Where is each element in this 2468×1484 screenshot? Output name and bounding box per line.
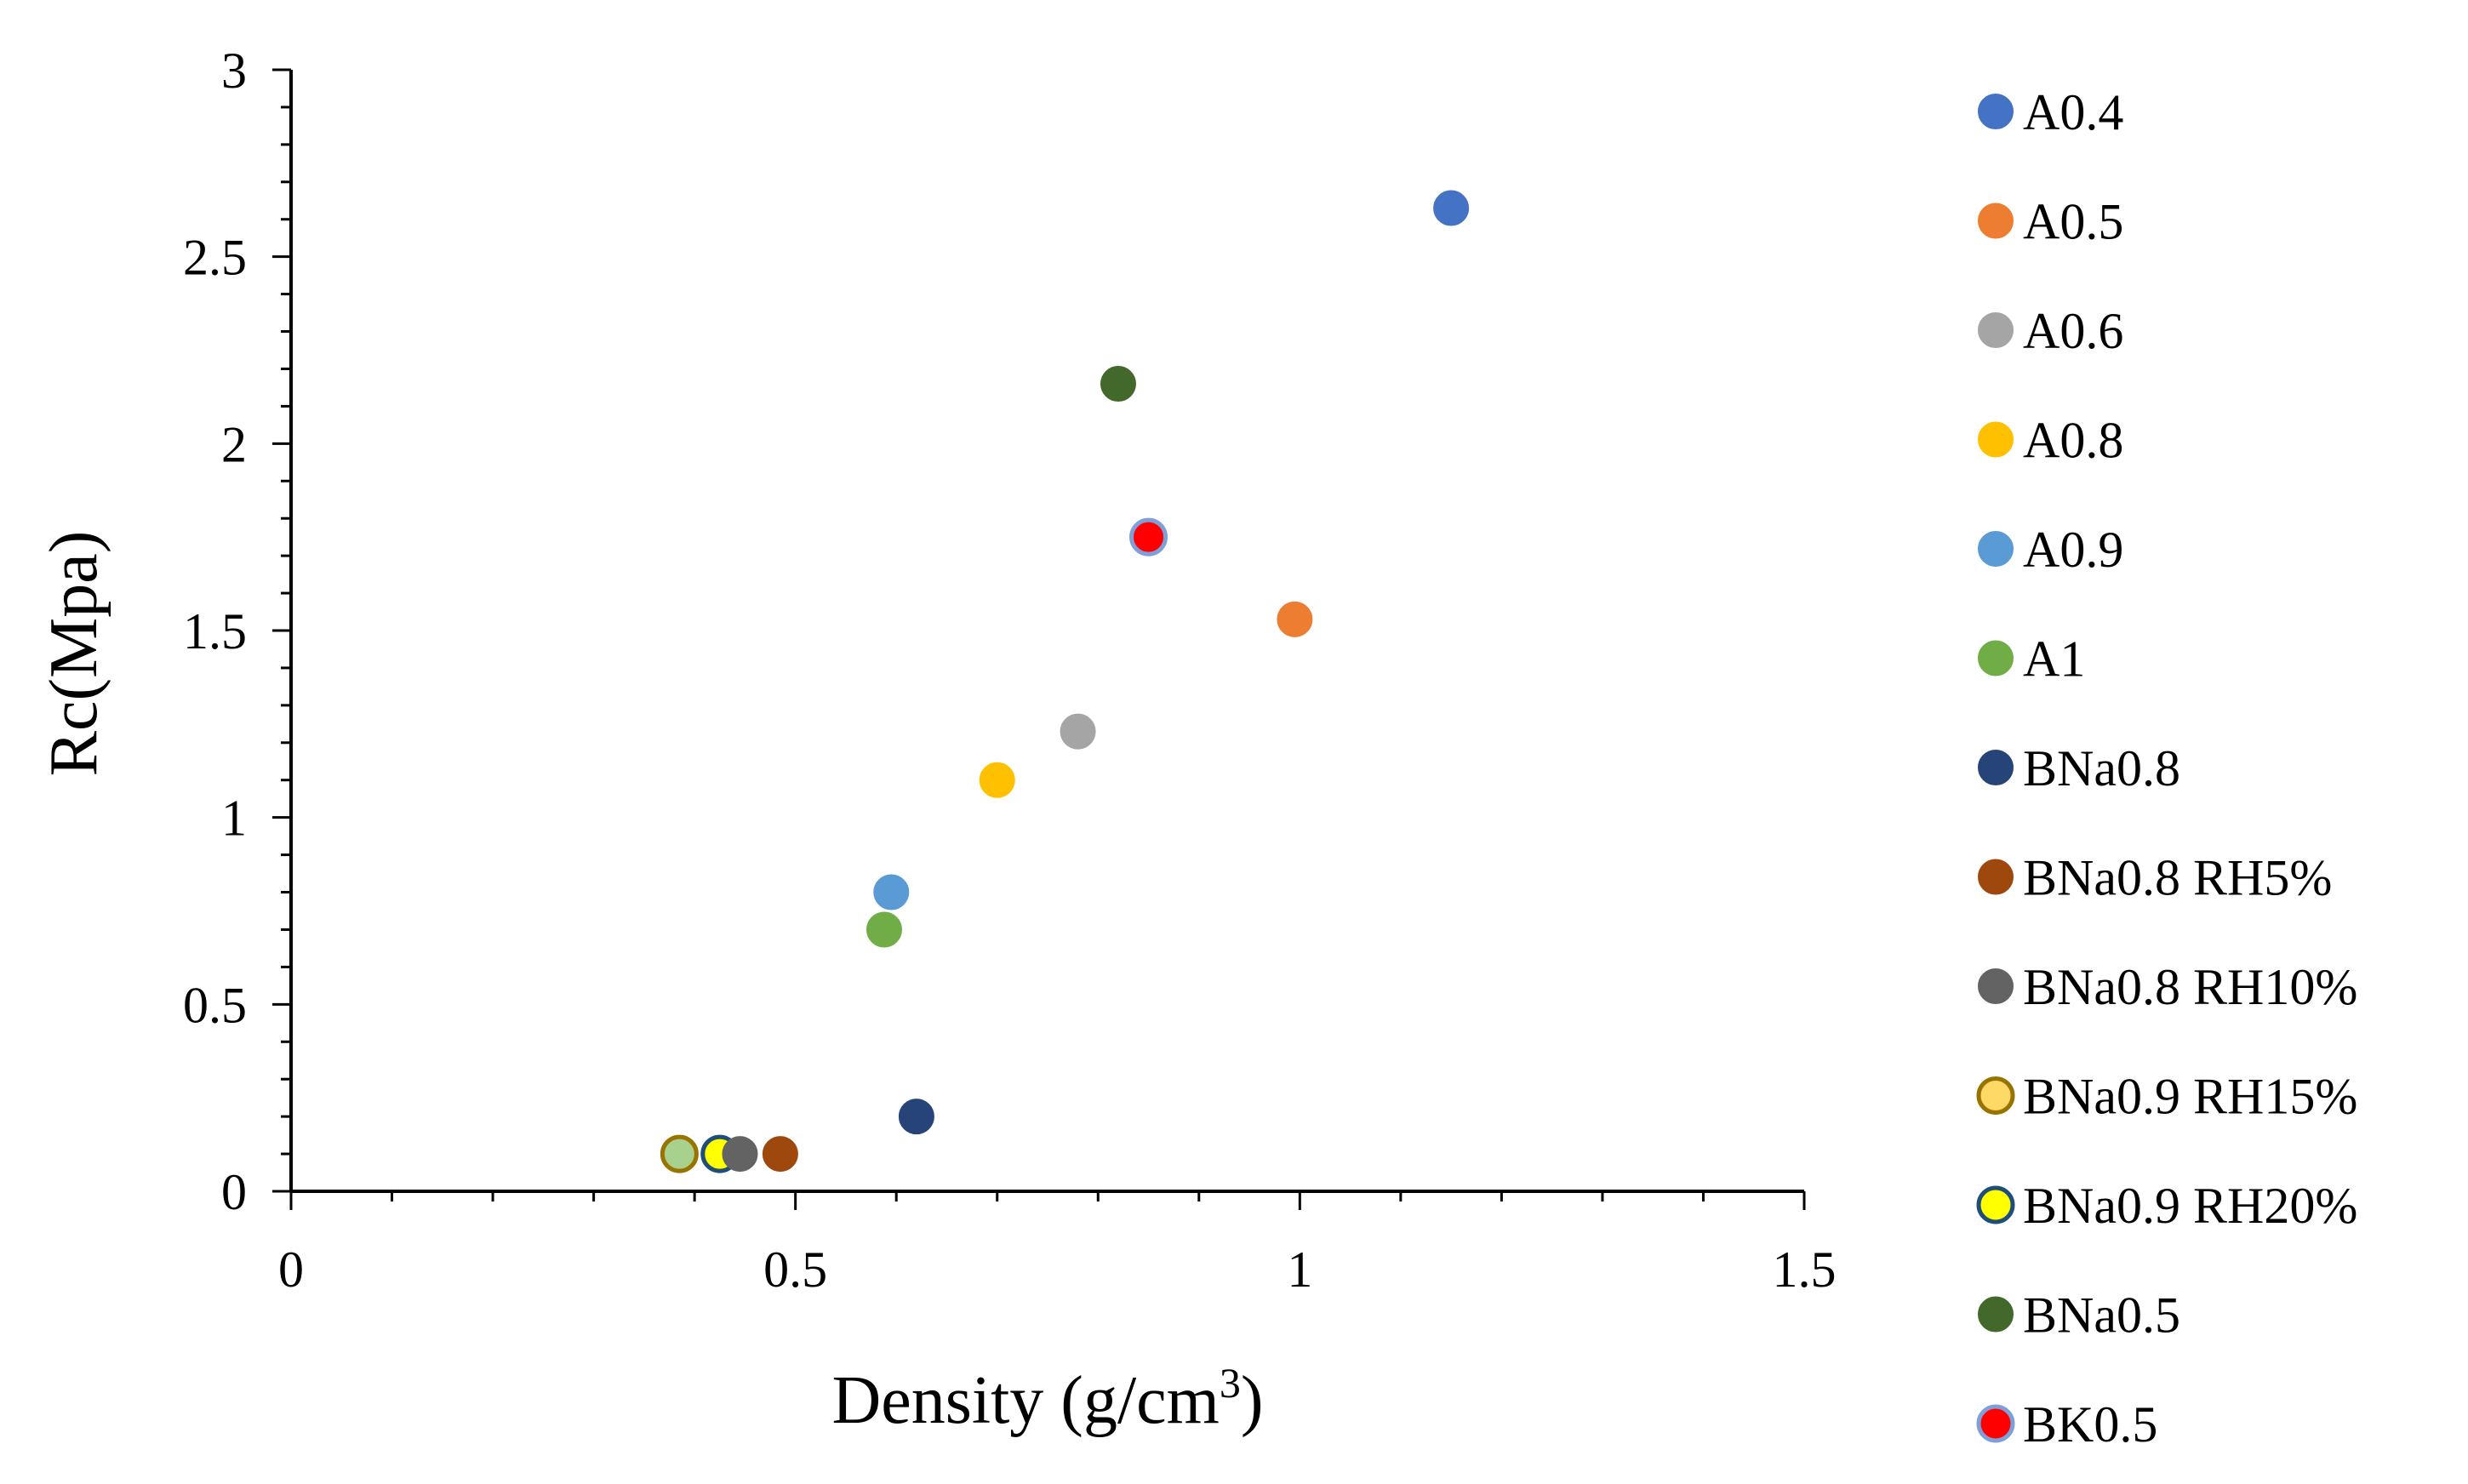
tick-labels: 0 0.5 1 1.5 2 2.5 3 0 0.5 1 1.5 bbox=[183, 43, 1837, 1298]
y-tick-label: 2 bbox=[221, 416, 247, 472]
legend-label: BNa0.8 RH10% bbox=[2023, 959, 2357, 1015]
data-point-bna0-8 bbox=[898, 1099, 934, 1135]
legend-label: BNa0.9 RH15% bbox=[2023, 1069, 2357, 1125]
x-axis-title-sup: 3 bbox=[1220, 1359, 1241, 1407]
legend-label: BNa0.8 bbox=[2023, 740, 2180, 796]
data-points bbox=[660, 190, 1470, 1173]
legend-label: A0.9 bbox=[2023, 522, 2123, 578]
x-axis-title-main: Density (g/cm bbox=[831, 1363, 1219, 1438]
legend-label: BNa0.9 RH20% bbox=[2023, 1178, 2357, 1234]
data-point-a0-9 bbox=[873, 874, 910, 910]
legend-label: A0.8 bbox=[2023, 413, 2123, 469]
legend-marker bbox=[1978, 312, 2014, 348]
data-point-bk0-5 bbox=[1129, 517, 1168, 556]
legend-marker bbox=[1976, 1404, 2015, 1443]
y-tick-label: 0 bbox=[221, 1164, 247, 1220]
legend-label: A0.6 bbox=[2023, 303, 2123, 359]
legend-marker bbox=[1978, 859, 2014, 895]
legend-marker bbox=[1978, 640, 2014, 676]
legend-label: BNa0.5 bbox=[2023, 1287, 2180, 1344]
data-point-a0-4 bbox=[1433, 190, 1470, 226]
x-tick-label: 0 bbox=[278, 1241, 304, 1298]
y-tick-label: 3 bbox=[221, 43, 247, 99]
data-point-a0-8 bbox=[979, 762, 1015, 798]
legend-label: BK0.5 bbox=[2023, 1396, 2157, 1453]
y-tick-label: 1.5 bbox=[183, 603, 247, 659]
legend-marker bbox=[1978, 421, 2014, 458]
x-axis-title-close: ) bbox=[1241, 1363, 1264, 1438]
legend-marker bbox=[1978, 203, 2014, 239]
tick-marks bbox=[272, 68, 1806, 1210]
legend-marker bbox=[1978, 968, 2014, 1004]
x-tick-label: 1 bbox=[1287, 1241, 1312, 1298]
legend-label: A1 bbox=[2023, 631, 2085, 688]
data-point-a1 bbox=[866, 911, 902, 948]
legend-marker bbox=[1978, 1296, 2014, 1333]
data-point-bna0-5 bbox=[1100, 366, 1136, 402]
legend-label: BNa0.8 RH5% bbox=[2023, 850, 2332, 906]
axes bbox=[289, 70, 1804, 1193]
x-tick-label: 0.5 bbox=[763, 1241, 827, 1298]
y-tick-label: 0.5 bbox=[183, 977, 247, 1033]
legend-marker bbox=[1976, 1185, 2015, 1224]
data-point-a0-6 bbox=[1060, 713, 1096, 750]
x-axis-title: Density (g/cm3) bbox=[831, 1359, 1263, 1438]
y-tick-label: 2.5 bbox=[183, 230, 247, 286]
y-axis-title: Rc(Mpa) bbox=[37, 531, 111, 777]
legend: A0.4 A0.5 A0.6 A0.8 A0.9 A1 BNa0.8 BNa0.8 RH5% B… bbox=[1976, 84, 2357, 1453]
data-point-bna0-8-rh5- bbox=[762, 1136, 798, 1173]
y-tick-label: 1 bbox=[221, 791, 247, 847]
data-point-a0-5 bbox=[1277, 601, 1313, 637]
data-point-bna0-8-rh10- bbox=[722, 1136, 758, 1173]
legend-label: A0.4 bbox=[2023, 84, 2123, 140]
legend-marker bbox=[1978, 531, 2014, 567]
legend-marker bbox=[1978, 750, 2014, 785]
x-tick-label: 1.5 bbox=[1773, 1241, 1837, 1298]
data-point-bna0-9-rh15- bbox=[660, 1134, 699, 1173]
legend-label: A0.5 bbox=[2023, 194, 2123, 250]
legend-marker bbox=[1976, 1076, 2015, 1115]
legend-marker bbox=[1978, 94, 2014, 129]
